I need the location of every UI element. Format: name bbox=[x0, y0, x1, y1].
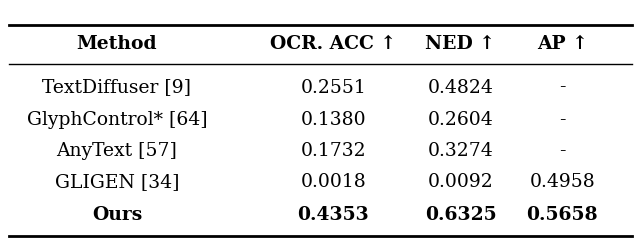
Text: -: - bbox=[559, 111, 566, 129]
Text: 0.4353: 0.4353 bbox=[298, 206, 369, 225]
Text: 0.1732: 0.1732 bbox=[300, 142, 366, 160]
Text: 0.4958: 0.4958 bbox=[529, 173, 595, 191]
Text: GlyphControl* [64]: GlyphControl* [64] bbox=[27, 111, 207, 129]
Text: 0.0018: 0.0018 bbox=[300, 173, 366, 191]
Text: -: - bbox=[559, 142, 566, 160]
Text: OCR. ACC ↑: OCR. ACC ↑ bbox=[270, 35, 396, 53]
Text: 0.5658: 0.5658 bbox=[527, 206, 598, 225]
Text: AnyText [57]: AnyText [57] bbox=[56, 142, 177, 160]
Text: 0.1380: 0.1380 bbox=[300, 111, 366, 129]
Text: 0.6325: 0.6325 bbox=[425, 206, 496, 225]
Text: 0.4824: 0.4824 bbox=[428, 78, 493, 97]
Text: 0.0092: 0.0092 bbox=[428, 173, 493, 191]
Text: 0.2604: 0.2604 bbox=[428, 111, 493, 129]
Text: Ours: Ours bbox=[92, 206, 142, 225]
Text: Method: Method bbox=[77, 35, 157, 53]
Text: -: - bbox=[559, 78, 566, 97]
Text: GLIGEN [34]: GLIGEN [34] bbox=[54, 173, 179, 191]
Text: AP ↑: AP ↑ bbox=[537, 35, 588, 53]
Text: NED ↑: NED ↑ bbox=[426, 35, 495, 53]
Text: 0.3274: 0.3274 bbox=[428, 142, 493, 160]
Text: 0.2551: 0.2551 bbox=[300, 78, 366, 97]
Text: TextDiffuser [9]: TextDiffuser [9] bbox=[42, 78, 191, 97]
